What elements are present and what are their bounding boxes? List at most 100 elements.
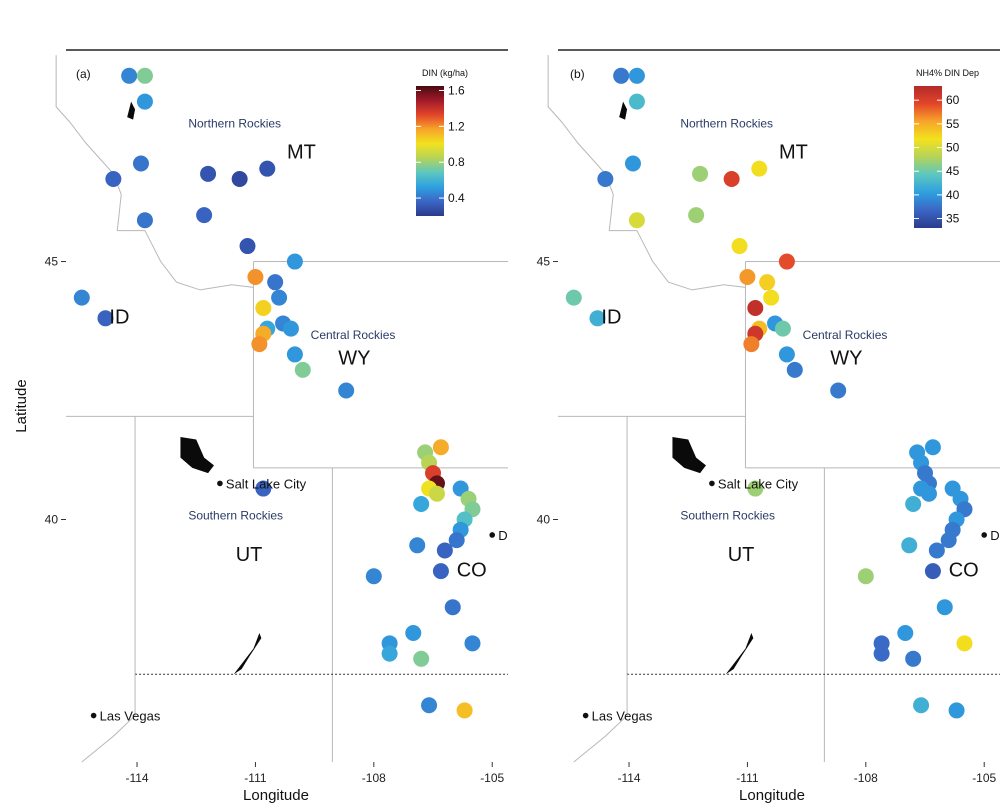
site-marker — [413, 496, 430, 513]
city-label: Salt Lake City — [718, 476, 799, 491]
site-marker — [747, 299, 764, 316]
site-marker — [413, 650, 430, 667]
site-marker — [239, 238, 256, 255]
region-label: Southern Rockies — [188, 509, 283, 523]
panel-b-basemap — [547, 49, 1000, 763]
panel-b-y-axis: 45 40 — [537, 255, 558, 527]
nevada-arizona-border — [573, 674, 628, 763]
site-marker — [624, 155, 641, 172]
legend-tick-label: 0.4 — [448, 191, 465, 205]
site-marker — [365, 568, 382, 585]
site-marker — [924, 563, 941, 580]
legend-tick-label: 60 — [946, 93, 960, 107]
site-marker — [920, 485, 937, 502]
state-label: ID — [109, 306, 129, 328]
site-marker — [857, 568, 874, 585]
x-tick-label: -108 — [854, 771, 878, 785]
x-tick-label: -114 — [617, 771, 640, 785]
site-marker — [905, 496, 922, 513]
state-label: UT — [236, 544, 263, 566]
state-label: MT — [287, 141, 316, 163]
region-label: Northern Rockies — [680, 116, 773, 130]
site-marker — [73, 289, 90, 306]
panel-a-legend: DIN (kg/ha) 1.6 1.2 0.8 0.4 — [416, 68, 468, 216]
legend-tick-label: 1.6 — [448, 83, 465, 97]
site-marker — [628, 67, 645, 84]
site-marker — [136, 93, 153, 110]
site-marker — [739, 269, 756, 286]
site-marker — [294, 361, 311, 378]
site-marker — [589, 310, 606, 327]
legend-tick-label: 45 — [946, 164, 960, 178]
panel-a-sites — [73, 67, 481, 719]
site-marker — [731, 238, 748, 255]
state-label: UT — [728, 544, 755, 566]
site-marker — [432, 439, 449, 456]
legend-tick-label: 1.2 — [448, 119, 465, 133]
site-marker — [778, 346, 795, 363]
region-label: Central Rockies — [803, 328, 888, 342]
site-marker — [405, 625, 422, 642]
site-marker — [105, 170, 122, 187]
panel-b-legend-title: NH4% DIN Dep — [916, 68, 979, 78]
site-marker — [338, 382, 355, 399]
panel-b-tag: (b) — [570, 67, 585, 81]
site-marker — [428, 485, 445, 502]
panel-b-legend: NH4% DIN Dep 60 55 50 45 40 35 — [914, 68, 979, 228]
x-tick-label: -111 — [736, 771, 759, 785]
site-marker — [786, 361, 803, 378]
site-marker — [751, 160, 768, 177]
lake-powell-shape — [233, 633, 262, 675]
site-marker — [743, 336, 760, 353]
site-marker — [597, 170, 614, 187]
site-marker — [830, 382, 847, 399]
legend-colorbar — [914, 86, 942, 228]
site-marker — [936, 599, 953, 616]
panel-a-x-axis: -114 -111 -108 -105 — [125, 762, 505, 785]
city-label: Las Vegas — [100, 709, 161, 724]
flathead-lake-shape — [127, 101, 136, 120]
site-marker — [778, 253, 795, 270]
state-label: CO — [949, 559, 979, 581]
idaho-montana-border — [55, 55, 254, 291]
city-label: Salt Lake City — [226, 476, 307, 491]
city-marker — [489, 532, 496, 538]
site-marker — [444, 599, 461, 616]
site-marker — [271, 289, 288, 306]
site-marker — [97, 310, 114, 327]
site-marker — [613, 67, 630, 84]
panel-b: MT ID WY UT CO Northern Rockies Central Rockie… — [537, 49, 1000, 785]
x-tick-label: -105 — [972, 771, 996, 785]
site-marker — [913, 697, 930, 714]
panel-a-legend-title: DIN (kg/ha) — [422, 68, 468, 78]
panel-a: MT ID WY UT CO Northern Rockies Central Rockie… — [45, 49, 508, 785]
site-marker — [928, 542, 945, 559]
site-marker — [282, 320, 299, 337]
site-marker — [136, 212, 153, 229]
site-marker — [259, 160, 276, 177]
y-tick-label: 40 — [45, 513, 59, 527]
x-axis-title-b: Longitude — [739, 787, 805, 804]
legend-colorbar — [416, 86, 444, 216]
city-label: D — [498, 528, 507, 543]
site-marker — [286, 253, 303, 270]
panel-a-labels: MT ID WY UT CO Northern Rockies Central Rockie… — [90, 116, 508, 724]
panel-b-x-axis: -114 -111 -108 -105 — [617, 762, 997, 785]
legend-tick-label: 40 — [946, 188, 960, 202]
panel-b-sites — [565, 67, 973, 719]
site-marker — [381, 645, 398, 662]
site-marker — [121, 67, 138, 84]
site-marker — [436, 542, 453, 559]
site-marker — [628, 212, 645, 229]
legend-tick-label: 55 — [946, 117, 960, 131]
legend-tick-label: 0.8 — [448, 155, 465, 169]
site-marker — [905, 650, 922, 667]
site-marker — [200, 165, 217, 182]
site-marker — [940, 532, 957, 549]
site-marker — [231, 170, 248, 187]
panel-a-tag: (a) — [76, 67, 91, 81]
region-label: Southern Rockies — [680, 509, 775, 523]
y-tick-label: 45 — [537, 255, 551, 269]
flathead-lake-shape — [619, 101, 628, 120]
